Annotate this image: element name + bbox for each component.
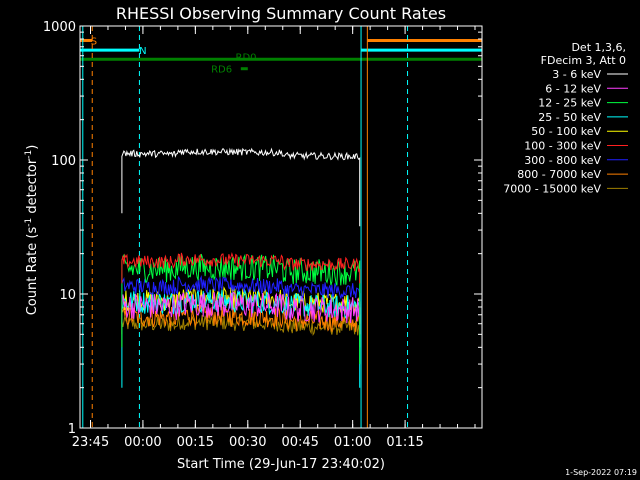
y-axis-label: Count Rate (s-1 detector-1) [24,145,40,316]
legend-header-line: Det 1,3,6, [571,41,626,54]
legend-label: 25 - 50 keV [538,111,601,124]
plot-area: S N RD0 RD6 [80,26,482,428]
legend-header-line: FDecim 3, Att 0 [541,54,626,67]
x-tick-label: 00:15 [177,435,214,450]
plot-frame [79,25,483,429]
y-tick-label: 1000 [43,20,76,35]
series-line-6 [121,275,361,307]
flag-label-s: S [91,36,97,47]
y-tick-label: 100 [51,154,76,169]
y-tick-label: 10 [59,288,76,303]
x-tick-label: 01:00 [334,435,371,450]
chart-title: RHESSI Observing Summary Count Rates [116,4,446,23]
legend-label: 12 - 25 keV [538,97,601,110]
x-axis-label: Start Time (29-Jun-17 23:40:02) [177,457,385,472]
flag-label-rd0: RD0 [236,53,257,64]
series-line-1 [121,291,361,335]
x-tick-label: 23:45 [72,435,109,450]
axes: 1 10 100 1000 23:45 00:00 00:15 00:30 00:45 01:00… [43,20,483,450]
legend-label: 3 - 6 keV [552,68,601,81]
footer-date: 1-Sep-2022 07:19 [565,468,637,477]
series-line-8 [121,314,361,348]
x-tick-label: 00:00 [124,435,161,450]
y-tick-label: 1 [68,422,76,437]
flag-label-rd6: RD6 [211,65,232,76]
x-tick-label: 00:30 [229,435,266,450]
series-line-5 [121,252,361,284]
series-line-0 [121,147,361,227]
legend-label: 50 - 100 keV [531,125,601,138]
legend-label: 300 - 800 keV [524,154,601,167]
x-tick-label: 01:15 [386,435,423,450]
legend-label: 100 - 300 keV [524,140,601,153]
legend-label: 6 - 12 keV [545,82,601,95]
flag-label-n: N [139,46,146,57]
series-line-3 [121,288,361,388]
legend-label: 7000 - 15000 keV [503,182,601,195]
series-line-7 [121,304,361,335]
legend-label: 800 - 7000 keV [517,168,601,181]
x-tick-label: 00:45 [281,435,318,450]
